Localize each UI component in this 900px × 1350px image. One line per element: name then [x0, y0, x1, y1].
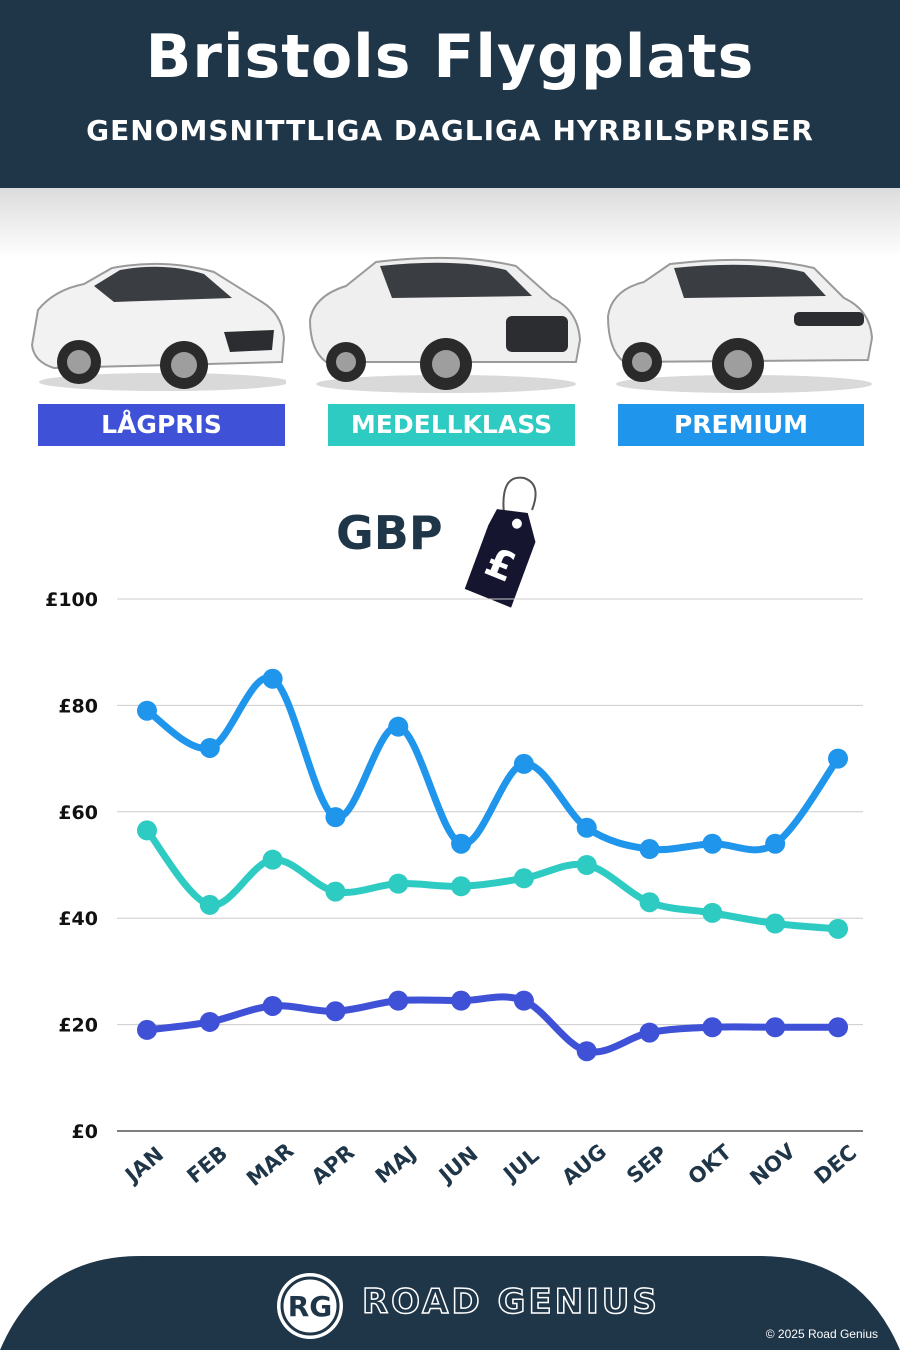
data-point [262, 995, 283, 1016]
x-tick-label: DEC [810, 1140, 862, 1189]
copyright-text: © 2025 Road Genius [765, 1327, 878, 1341]
x-tick-label: JAN [119, 1142, 168, 1188]
suv-car-image [308, 256, 582, 393]
header-banner [0, 0, 900, 188]
data-point [262, 849, 283, 870]
data-point [639, 892, 660, 913]
premium-suv-image [606, 258, 874, 393]
data-point [639, 839, 660, 860]
grid-lines [117, 598, 863, 1132]
category-badge-premium: PREMIUM [618, 404, 864, 446]
x-tick-label: OKT [684, 1139, 737, 1189]
y-tick-label: £100 [45, 589, 98, 611]
y-tick-label: £40 [58, 908, 98, 930]
x-axis-ticks: JAN FEB MAR APR MAJ JUN JUL AUG SEP OKT NOV DEC [119, 1138, 861, 1191]
data-point [325, 807, 346, 828]
page-title: Bristols Flygplats [145, 22, 755, 92]
category-badge-midsize: MEDELLKLASS [328, 404, 575, 446]
hatchback-car-image [30, 262, 286, 391]
x-tick-label: JUN [433, 1142, 482, 1189]
data-point [702, 1017, 723, 1038]
footer-band [0, 1256, 900, 1350]
x-tick-label: JUL [498, 1143, 544, 1187]
x-tick-label: APR [307, 1140, 359, 1189]
data-point [765, 833, 786, 854]
data-point [513, 753, 534, 774]
data-point [137, 700, 157, 721]
data-point [765, 913, 786, 934]
data-point [199, 1011, 220, 1032]
currency-label: GBP [336, 506, 443, 560]
page-subtitle: GENOMSNITTLIGA DAGLIGA HYRBILSPRISER [86, 114, 814, 147]
data-point [325, 881, 346, 902]
data-point [828, 918, 848, 939]
data-point [513, 990, 534, 1011]
data-point [388, 873, 409, 894]
data-point [702, 833, 723, 854]
line-chart: £0 £20 £40 £60 £80 £100 JAN FEB MAR APR MAJ JUN JUL… [45, 589, 863, 1191]
data-point [451, 833, 472, 854]
brand-name: ROAD GENIUS [361, 1281, 660, 1323]
x-tick-label: SEP [622, 1141, 672, 1188]
y-tick-label: £80 [58, 695, 98, 717]
logo-text: RG [288, 1290, 333, 1323]
x-tick-label: MAR [242, 1138, 298, 1191]
data-point [576, 855, 597, 875]
y-tick-label: £60 [58, 802, 98, 824]
data-point [576, 817, 597, 838]
data-point [199, 894, 220, 915]
y-tick-label: £0 [72, 1121, 98, 1143]
x-tick-label: AUG [557, 1139, 611, 1189]
data-point [388, 990, 409, 1011]
data-point [451, 876, 472, 897]
data-point [137, 820, 157, 841]
data-point [137, 1019, 157, 1040]
data-point [639, 1022, 660, 1043]
data-point [828, 748, 848, 769]
price-tag-icon: £ [464, 476, 537, 608]
data-point [576, 1041, 597, 1062]
x-tick-label: MAJ [371, 1141, 421, 1188]
road-genius-logo: RG [277, 1273, 343, 1339]
data-point [765, 1017, 786, 1038]
x-tick-label: NOV [745, 1139, 800, 1191]
data-point [513, 868, 534, 889]
data-point [828, 1017, 848, 1038]
data-point [702, 902, 723, 923]
data-point [388, 716, 409, 737]
data-point [325, 1001, 346, 1022]
header-shadow [0, 188, 900, 258]
category-badge-budget: LÅGPRIS [38, 404, 285, 446]
y-axis-ticks: £0 £20 £40 £60 £80 £100 [45, 589, 98, 1143]
data-point [199, 737, 220, 758]
series-group [137, 668, 848, 1062]
x-tick-label: FEB [182, 1141, 232, 1188]
series-line [143, 674, 842, 854]
data-point [262, 668, 283, 689]
data-point [451, 990, 472, 1011]
y-tick-label: £20 [58, 1015, 98, 1037]
